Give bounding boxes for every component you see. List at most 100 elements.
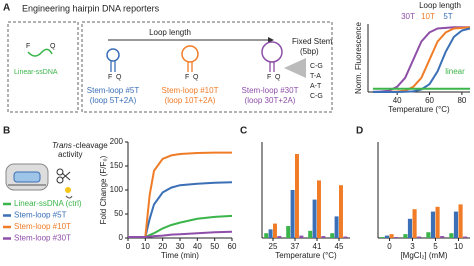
quench-label: Q	[50, 43, 56, 50]
legend-label: 30T	[401, 12, 415, 21]
y-tick-label: 0	[119, 233, 124, 242]
bar	[339, 185, 343, 238]
series-line	[372, 26, 470, 93]
stem-loop-loop: (loop 5T+2A)	[90, 96, 137, 105]
bar	[290, 190, 295, 238]
bar	[380, 237, 385, 238]
bar	[407, 218, 413, 238]
x-tick-label: 25	[269, 242, 278, 251]
bar	[330, 233, 335, 238]
loop-length-label: Loop length	[149, 28, 191, 37]
bar	[268, 229, 273, 238]
legend-label: Stem-loop #5T	[14, 211, 67, 220]
x-tick-label: 10	[141, 242, 150, 251]
x-axis-label: Temperature (°C)	[275, 251, 337, 260]
zoom-triangle	[284, 58, 306, 78]
series-line	[128, 230, 233, 238]
x-tick-label: 30	[176, 242, 185, 251]
stem-loop-name: Stem-loop #30T	[242, 86, 299, 95]
x-tick-label: 45	[335, 242, 344, 251]
linear-label: Linear-ssDNA	[14, 69, 58, 76]
stem-loop	[261, 41, 283, 72]
bar	[435, 206, 440, 238]
quench-label: Q	[116, 74, 122, 81]
x-tick-label: 60	[228, 242, 237, 251]
bar	[430, 211, 436, 238]
bar	[384, 235, 390, 238]
bar	[312, 199, 317, 238]
x-axis-label: Time (min)	[161, 251, 199, 260]
legend-label: Stem-loop #30T	[14, 234, 71, 243]
series-line	[372, 27, 471, 93]
dashed-box	[7, 21, 79, 113]
activity-label: activity	[58, 150, 82, 159]
stem-pair: T-A	[310, 73, 321, 80]
bar	[273, 223, 277, 238]
y-tick-label: 150	[110, 161, 124, 170]
bar	[334, 216, 339, 238]
stem-loop-loop: (loop 10T+2A)	[165, 96, 216, 105]
legend-label: Stem-loop #10T	[14, 222, 71, 231]
x-axis-label: Temperature (°C)	[388, 105, 450, 114]
bar	[449, 233, 454, 238]
x-tick-label: 40	[193, 242, 202, 251]
bar	[299, 235, 304, 238]
x-tick-label: 50	[210, 242, 219, 251]
panel-title: Engineering hairpin DNA reporters	[22, 3, 160, 13]
arrow-head	[268, 37, 274, 43]
fluor-label: F	[185, 74, 189, 81]
x-tick-label: 0	[126, 242, 131, 251]
bar	[277, 236, 282, 238]
y-tick-label: 200	[110, 137, 124, 146]
x-tick-label: 10	[454, 242, 463, 251]
y-axis-label: Fold Change (F/F₀)	[99, 155, 108, 224]
y-axis-label: Norm. Fluorescence	[354, 21, 363, 94]
bar	[403, 234, 408, 238]
bar	[295, 154, 299, 238]
bar	[440, 236, 445, 238]
stem-loop	[106, 48, 120, 72]
panel-label: D	[356, 126, 363, 137]
fluor-label: F	[108, 74, 112, 81]
trans-label: Trans	[52, 141, 72, 150]
quench-label: Q	[193, 74, 199, 81]
stem-loop-name: Stem-loop #5T	[87, 86, 140, 95]
bar	[453, 211, 459, 238]
stem-bp-label: (5bp)	[300, 47, 319, 56]
x-tick-label: 60	[425, 96, 434, 105]
bar	[389, 234, 394, 238]
legend-label: linear	[445, 67, 465, 76]
x-tick-label: 0	[387, 242, 392, 251]
fluor-label: F	[26, 43, 30, 50]
stem-loop-loop: (loop 30T+2A)	[245, 96, 296, 105]
legend-label: 5T	[443, 12, 452, 21]
stem-pair: C-G	[310, 93, 323, 100]
x-tick-label: 80	[457, 96, 466, 105]
bar	[321, 236, 326, 238]
quench-label: Q	[275, 74, 281, 81]
x-tick-label: 20	[158, 242, 167, 251]
bar	[463, 236, 468, 238]
bar	[426, 232, 431, 238]
stem-pair: C-G	[310, 63, 323, 70]
x-tick-label: 5	[433, 242, 438, 251]
legend-label: Linear-ssDNA (ctrl)	[14, 199, 82, 208]
bar	[343, 236, 348, 238]
bar	[286, 226, 291, 238]
panel-label: C	[240, 126, 247, 137]
x-axis-label: [MgCl₂] (mM)	[400, 251, 447, 260]
fixed-stem-label: Fixed Stem	[292, 37, 333, 46]
legend-title: Loop length	[419, 1, 461, 10]
cleavage-label: -cleavage	[73, 141, 108, 150]
x-tick-label: 37	[291, 242, 300, 251]
legend-label: 10T	[421, 12, 435, 21]
bar	[264, 233, 269, 238]
x-tick-label: 40	[393, 96, 402, 105]
dashed-box	[81, 21, 333, 113]
stem-loop-name: Stem-loop #10T	[162, 86, 219, 95]
bar	[317, 180, 321, 238]
bar	[417, 236, 422, 238]
panel-label: A	[3, 3, 10, 14]
series-line	[128, 181, 233, 238]
